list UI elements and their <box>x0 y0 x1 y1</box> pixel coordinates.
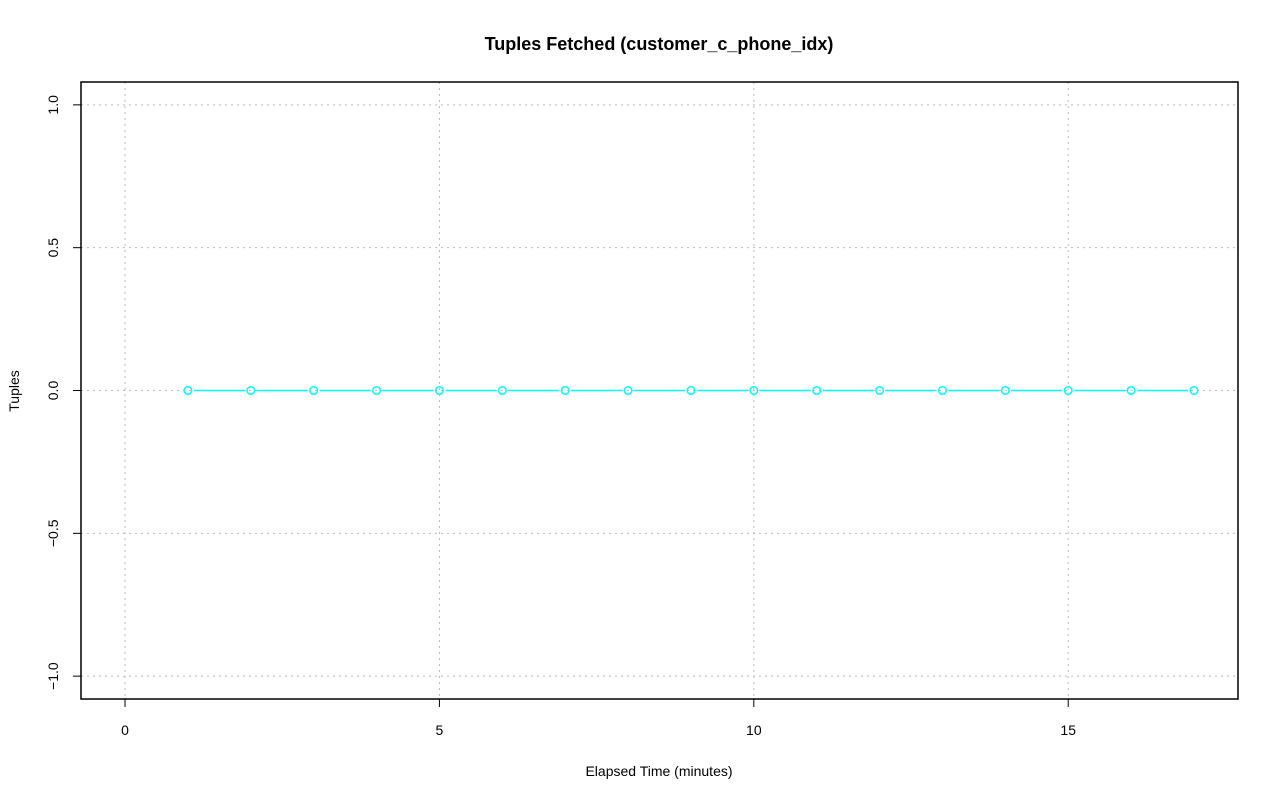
data-point <box>749 385 759 396</box>
data-point <box>497 385 507 396</box>
data-point <box>1126 385 1136 396</box>
data-point <box>1063 385 1073 396</box>
data-point <box>812 385 822 396</box>
data-point <box>371 385 382 396</box>
data-point <box>183 385 193 396</box>
chart-title: Tuples Fetched (customer_c_phone_idx) <box>485 34 834 54</box>
y-tick-label: −1.0 <box>45 662 61 690</box>
y-axis-label: Tuples <box>6 370 22 412</box>
y-tick-label: −0.5 <box>45 519 61 547</box>
data-point <box>937 385 948 396</box>
series <box>183 385 1199 396</box>
data-point <box>246 385 256 396</box>
data-point <box>1000 385 1010 396</box>
y-tick-label: 0.0 <box>45 381 61 401</box>
data-point <box>623 385 633 396</box>
data-point <box>875 385 885 396</box>
data-point <box>434 385 444 396</box>
x-tick-label: 0 <box>121 722 129 738</box>
y-tick-label: 0.5 <box>45 238 61 258</box>
x-tick-label: 10 <box>746 722 762 738</box>
x-tick-label: 5 <box>436 722 444 738</box>
data-point <box>686 385 696 396</box>
data-point <box>560 385 570 396</box>
axes: 0 5 10 15 −1.0 −0.5 0.0 0.5 1.0 <box>45 95 1076 738</box>
x-tick-label: 15 <box>1060 722 1076 738</box>
x-axis-label: Elapsed Time (minutes) <box>585 763 732 779</box>
data-point <box>1189 385 1199 396</box>
data-point <box>309 385 319 396</box>
y-tick-label: 1.0 <box>45 95 61 115</box>
